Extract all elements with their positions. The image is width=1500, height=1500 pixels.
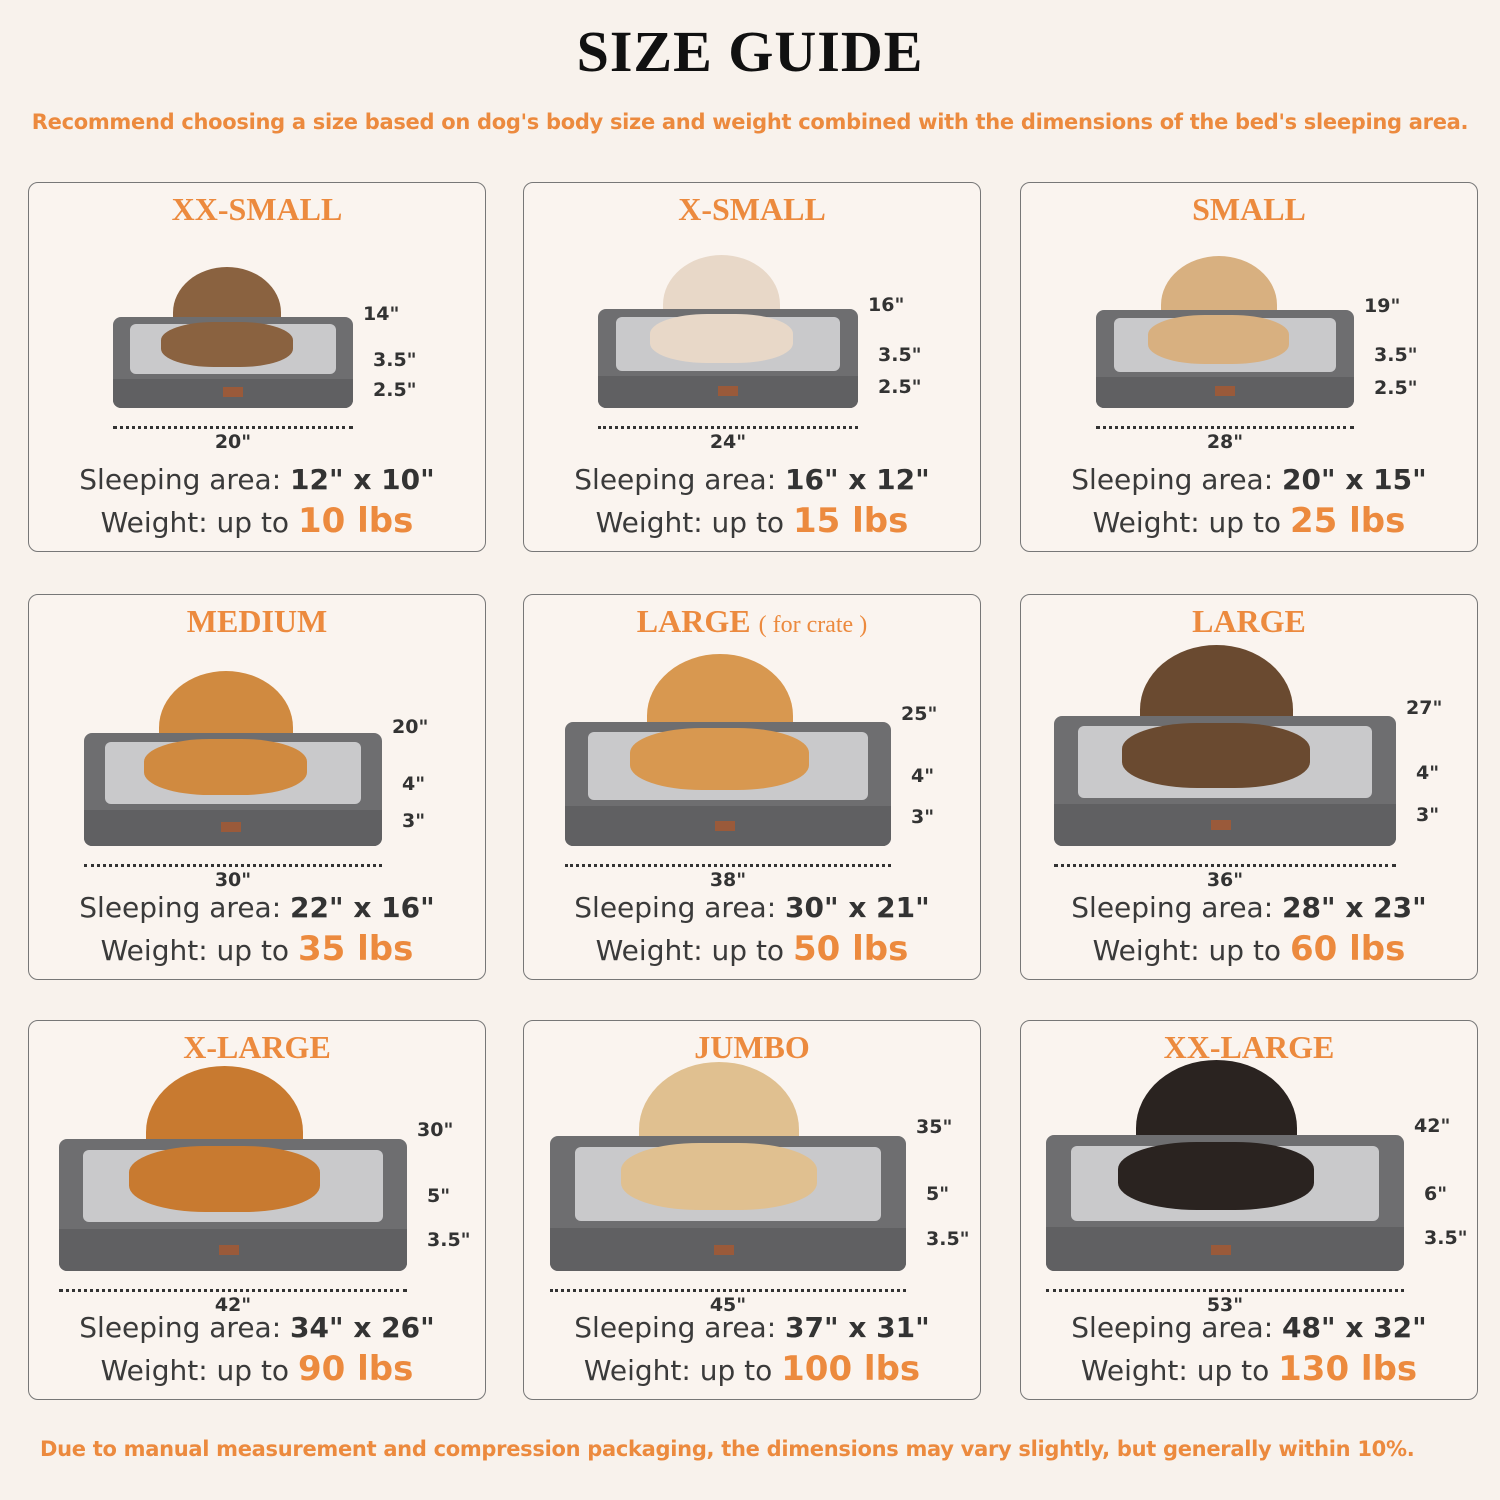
depth-dimension: 16" [868,294,905,317]
base-height: 3.5" [926,1227,970,1250]
base-height: 2.5" [373,378,417,401]
width-dimension: 45" [550,1289,906,1316]
weight-limit: Weight: up to 130 lbs [1080,1349,1418,1389]
depth-dimension: 35" [916,1115,953,1138]
size-card: JUMBO 45" 35" 5" 3.5" Sleeping area: 37"… [523,1020,981,1400]
size-label: X-SMALL [678,191,826,227]
size-name: X-LARGE [29,1029,485,1066]
weight-limit: Weight: up to 25 lbs [1092,501,1406,541]
sleeping-area: Sleeping area: 30" x 21" [574,891,930,924]
size-name: XX-SMALL [29,191,485,228]
size-name: JUMBO [524,1029,980,1066]
weight-limit: Weight: up to 35 lbs [100,929,414,969]
bolster-height: 5" [926,1183,950,1206]
width-dimension: 38" [565,864,891,891]
width-dimension: 36" [1054,864,1396,891]
width-dimension: 30" [84,864,382,891]
width-dimension: 20" [113,426,353,453]
base-height: 3" [402,809,426,832]
base-height: 2.5" [878,376,922,399]
size-card: SMALL 28" 19" 3.5" 2.5" Sleeping area: 2… [1020,182,1478,552]
base-height: 3.5" [427,1228,471,1251]
base-height: 2.5" [1374,376,1418,399]
base-height: 3.5" [1424,1227,1468,1250]
weight-limit: Weight: up to 90 lbs [100,1349,414,1389]
size-card: MEDIUM 30" 20" 4" 3" Sleeping area: 22" … [28,594,486,980]
sleeping-area: Sleeping area: 12" x 10" [79,463,435,496]
size-label: JUMBO [694,1029,810,1065]
width-dimension: 24" [598,426,858,453]
size-label: LARGE [1192,603,1306,639]
weight-limit: Weight: up to 15 lbs [595,501,909,541]
depth-dimension: 30" [417,1119,454,1142]
page-title: SIZE GUIDE [576,19,924,84]
base-height: 3" [1416,804,1440,827]
size-label: LARGE [636,603,751,639]
bolster-height: 3.5" [878,343,922,366]
bolster-height: 5" [427,1185,451,1208]
size-name: LARGE ( for crate ) [524,603,980,640]
sleeping-area: Sleeping area: 37" x 31" [574,1311,930,1344]
size-name: LARGE [1021,603,1477,640]
sleeping-area: Sleeping area: 34" x 26" [79,1311,435,1344]
size-card: XX-SMALL 20" 14" 3.5" 2.5" Sleeping area… [28,182,486,552]
size-name: MEDIUM [29,603,485,640]
bolster-height: 3.5" [373,348,417,371]
weight-limit: Weight: up to 50 lbs [595,929,909,969]
weight-limit: Weight: up to 60 lbs [1092,929,1406,969]
pet-body [1117,1141,1315,1210]
size-card: XX-LARGE 53" 42" 6" 3.5" Sleeping area: … [1020,1020,1478,1400]
weight-limit: Weight: up to 10 lbs [100,501,414,541]
size-label: MEDIUM [186,603,328,639]
pet-body [143,738,308,796]
pet-body [128,1145,320,1212]
size-card: LARGE 36" 27" 4" 3" Sleeping area: 28" x… [1020,594,1478,980]
size-card: X-SMALL 24" 16" 3.5" 2.5" Sleeping area:… [523,182,981,552]
size-label: SMALL [1192,191,1306,227]
size-name: X-SMALL [524,191,980,228]
size-card: X-LARGE 42" 30" 5" 3.5" Sleeping area: 3… [28,1020,486,1400]
bolster-height: 4" [1416,761,1440,784]
pet-body [630,728,810,791]
bolster-height: 4" [911,765,935,788]
pet-body [161,321,293,368]
size-label: X-LARGE [183,1029,331,1065]
sleeping-area: Sleeping area: 20" x 15" [1071,463,1427,496]
depth-dimension: 27" [1406,696,1443,719]
pet-body [650,313,793,364]
width-dimension: 28" [1096,426,1354,453]
size-name: XX-LARGE [1021,1029,1477,1066]
size-label: XX-LARGE [1163,1029,1335,1065]
depth-dimension: 14" [363,303,400,326]
width-dimension: 53" [1046,1289,1404,1316]
sleeping-area: Sleeping area: 16" x 12" [574,463,930,496]
bolster-height: 3.5" [1374,344,1418,367]
size-card: LARGE ( for crate ) 38" 25" 4" 3" Sleepin… [523,594,981,980]
sleeping-area: Sleeping area: 48" x 32" [1071,1311,1427,1344]
pet-body [1147,314,1290,364]
base-height: 3" [911,806,935,829]
pet-body [621,1142,817,1211]
depth-dimension: 19" [1364,295,1401,318]
depth-dimension: 20" [392,716,429,739]
size-label: XX-SMALL [171,191,343,227]
size-name: SMALL [1021,191,1477,228]
bolster-height: 6" [1424,1182,1448,1205]
pet-body [1122,722,1311,788]
size-note: ( for crate ) [758,612,868,638]
depth-dimension: 42" [1414,1114,1451,1137]
subtitle: Recommend choosing a size based on dog's… [31,110,1469,134]
sleeping-area: Sleeping area: 28" x 23" [1071,891,1427,924]
bolster-height: 4" [402,772,426,795]
footer-note: Due to manual measurement and compressio… [40,1437,1415,1461]
sleeping-area: Sleeping area: 22" x 16" [79,891,435,924]
depth-dimension: 25" [901,703,938,726]
width-dimension: 42" [59,1289,407,1316]
weight-limit: Weight: up to 100 lbs [583,1349,921,1389]
